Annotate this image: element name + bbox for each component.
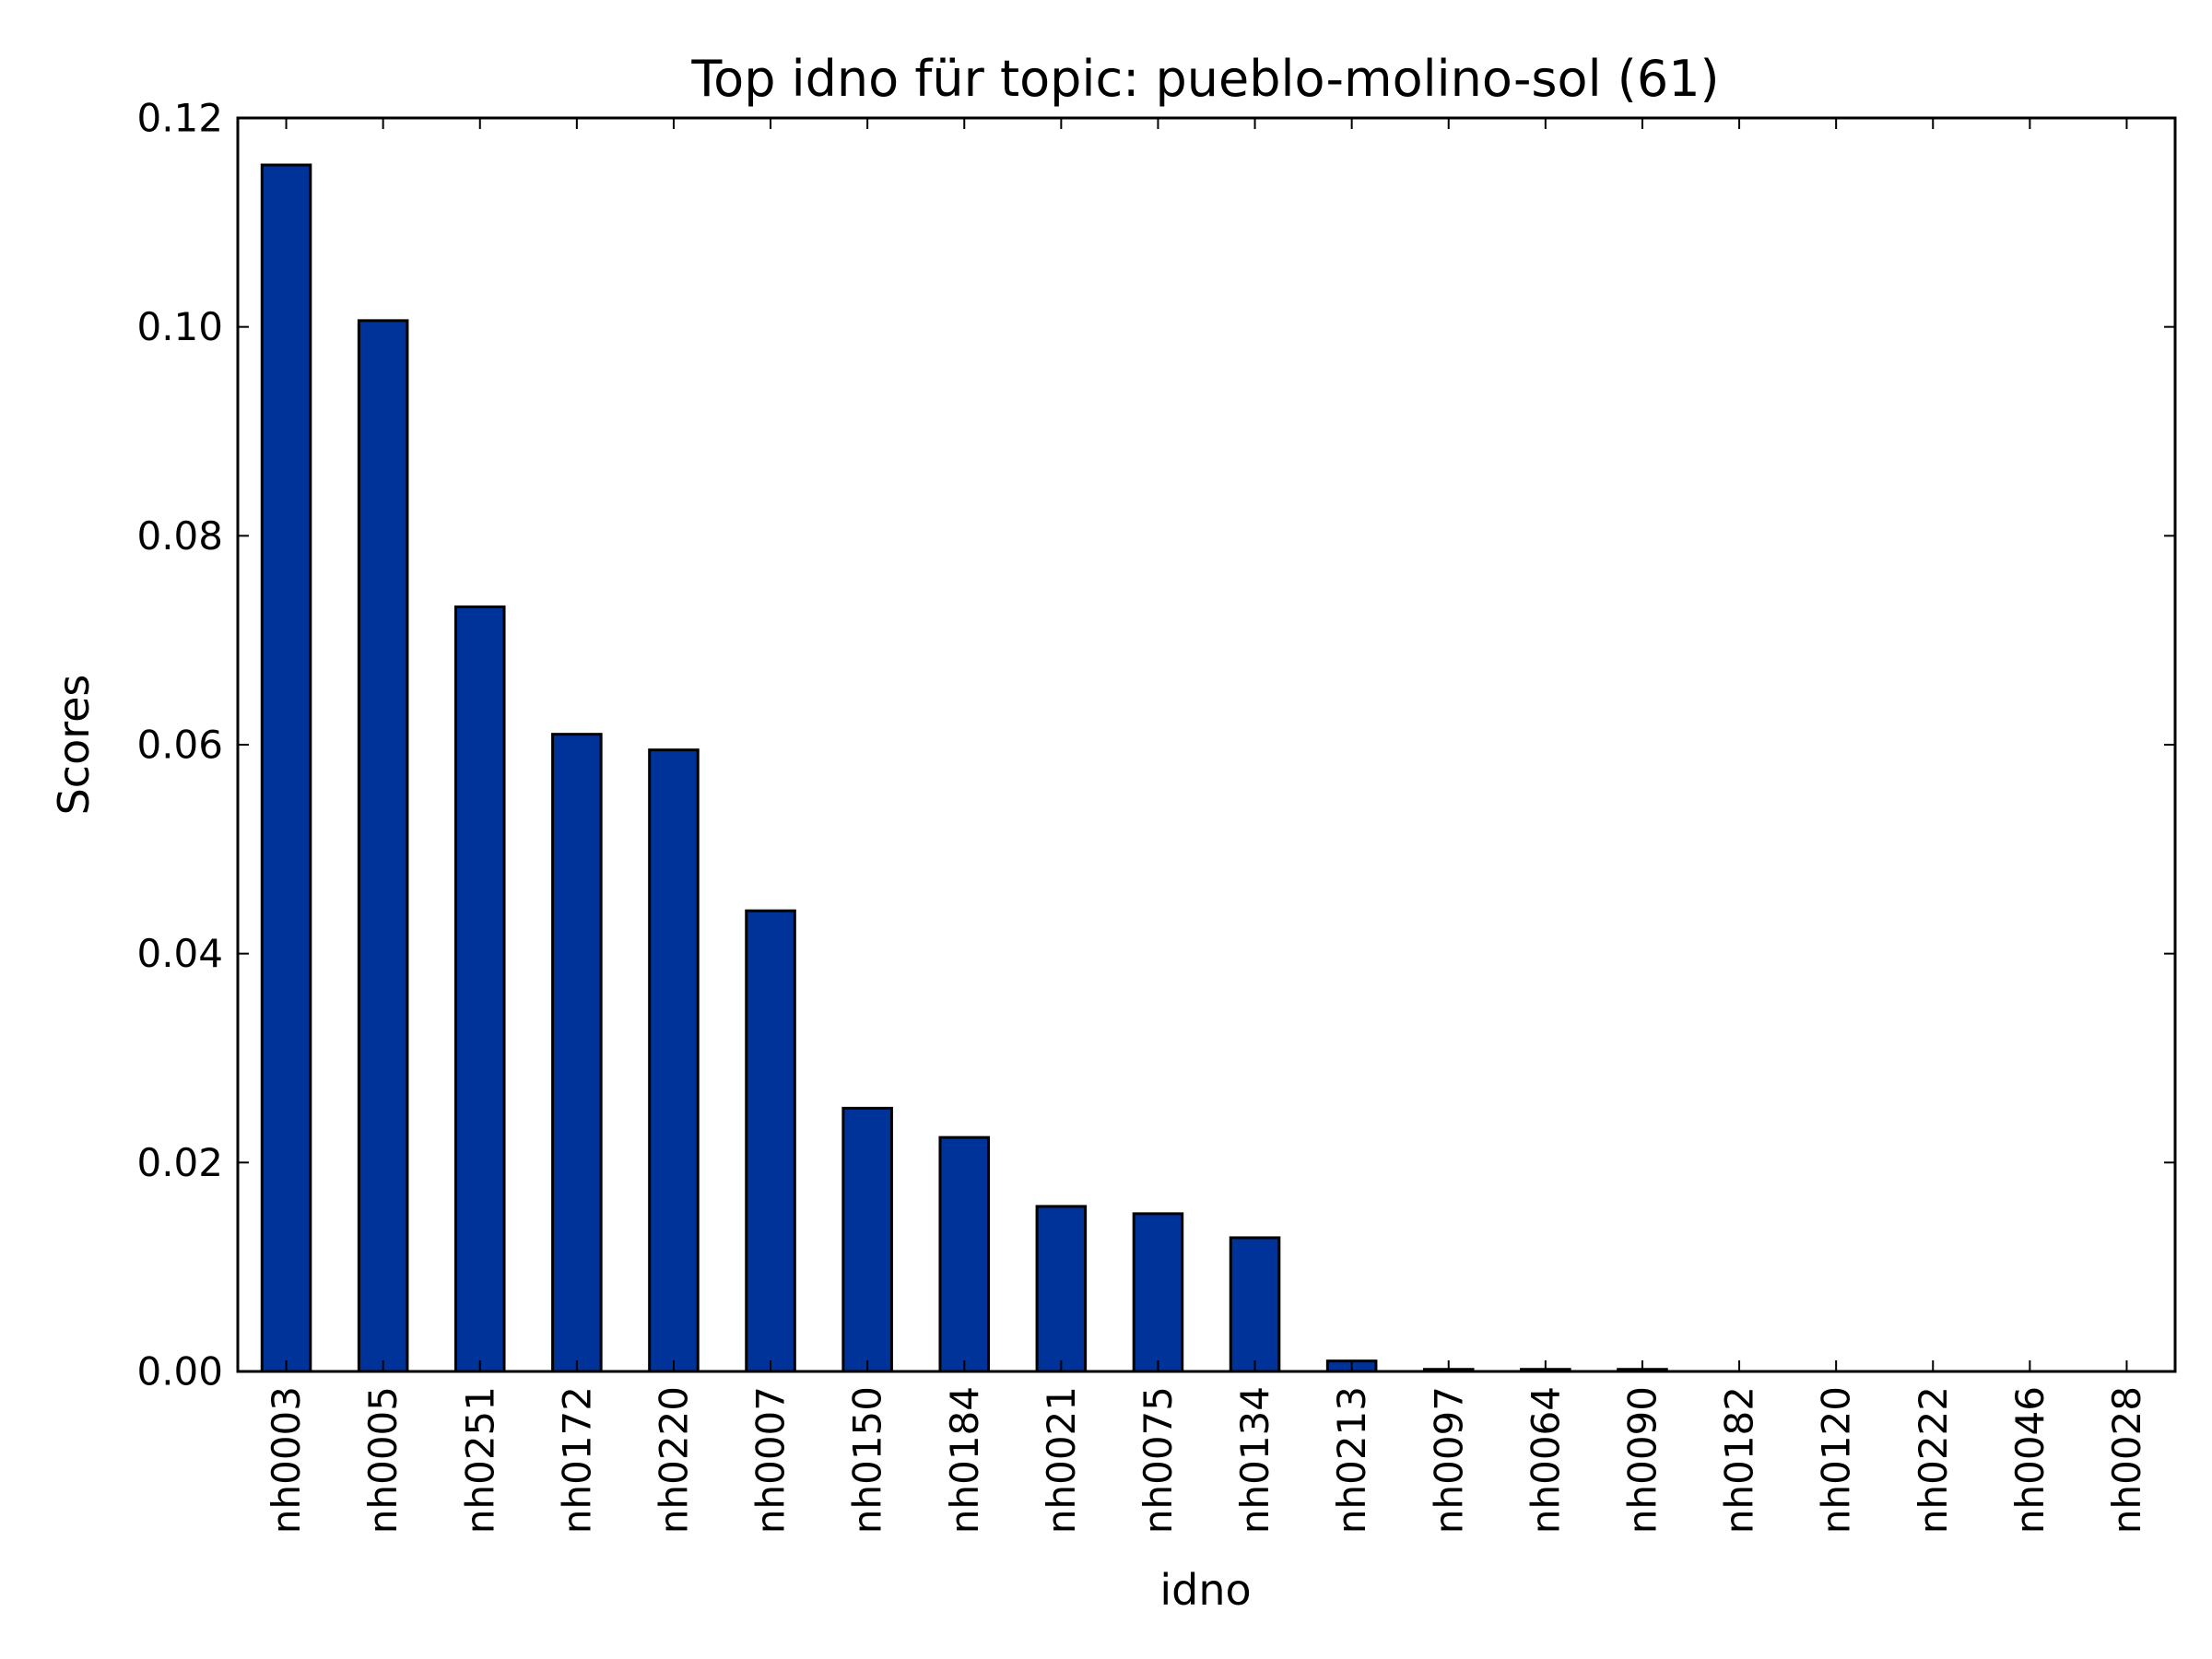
y-tick-label: 0.08 xyxy=(136,513,223,559)
bar-nh0005 xyxy=(357,319,409,1373)
y-tick-label: 0.12 xyxy=(136,96,223,141)
x-tick-label: nh0150 xyxy=(845,1386,890,1534)
x-tick-label: nh0182 xyxy=(1717,1386,1762,1534)
bar-nh0184 xyxy=(938,1135,991,1373)
x-axis-label: idno xyxy=(1159,1565,1251,1615)
bar-nh0003 xyxy=(260,163,312,1373)
x-tick-label: nh0028 xyxy=(2104,1386,2149,1534)
x-tick-label: nh0213 xyxy=(1329,1386,1374,1534)
x-tick-label: nh0007 xyxy=(748,1386,794,1534)
bar-nh0007 xyxy=(745,909,796,1373)
x-tick-label: nh0134 xyxy=(1232,1386,1277,1534)
bars-group xyxy=(260,163,1668,1373)
y-tick-label: 0.02 xyxy=(136,1140,223,1185)
x-tick-label: nh0021 xyxy=(1039,1386,1084,1534)
x-axis: nh0003 nh0005 nh0251 nh0172 nh0220 nh0007 nh01… xyxy=(264,118,2149,1534)
bar-nh0251 xyxy=(453,605,506,1373)
bar-nh0220 xyxy=(648,748,700,1373)
x-tick-label: nh0184 xyxy=(942,1386,987,1534)
y-axis: 0.00 0.02 0.04 0.06 0.08 0.10 0.12 xyxy=(136,96,2175,1394)
bar-nh0172 xyxy=(551,733,603,1373)
x-tick-label: nh0097 xyxy=(1426,1386,1471,1534)
x-tick-label: nh0220 xyxy=(651,1386,696,1534)
bar-nh0134 xyxy=(1229,1236,1281,1373)
x-tick-label: nh0046 xyxy=(2007,1386,2053,1534)
y-tick-label: 0.00 xyxy=(136,1349,223,1394)
bar-nh0021 xyxy=(1035,1205,1088,1373)
y-tick-label: 0.10 xyxy=(136,304,223,349)
x-tick-label: nh0222 xyxy=(1911,1386,1956,1534)
y-tick-label: 0.04 xyxy=(136,931,223,976)
plot-frame xyxy=(236,116,2177,1373)
x-tick-label: nh0251 xyxy=(457,1386,502,1534)
y-axis-label: Scores xyxy=(49,675,99,816)
x-tick-label: nh0090 xyxy=(1619,1386,1665,1534)
y-tick-label: 0.06 xyxy=(136,723,223,768)
chart-title: Top idno für topic: pueblo-molino-sol (6… xyxy=(690,50,1719,108)
x-tick-label: nh0064 xyxy=(1523,1386,1568,1534)
bar-nh0075 xyxy=(1132,1212,1184,1373)
x-tick-label: nh0075 xyxy=(1135,1386,1181,1534)
x-tick-label: nh0172 xyxy=(554,1386,599,1534)
bar-nh0150 xyxy=(841,1106,893,1373)
x-tick-label: nh0120 xyxy=(1814,1386,1859,1534)
x-tick-label: nh0003 xyxy=(264,1386,309,1534)
x-tick-label: nh0005 xyxy=(360,1386,406,1534)
